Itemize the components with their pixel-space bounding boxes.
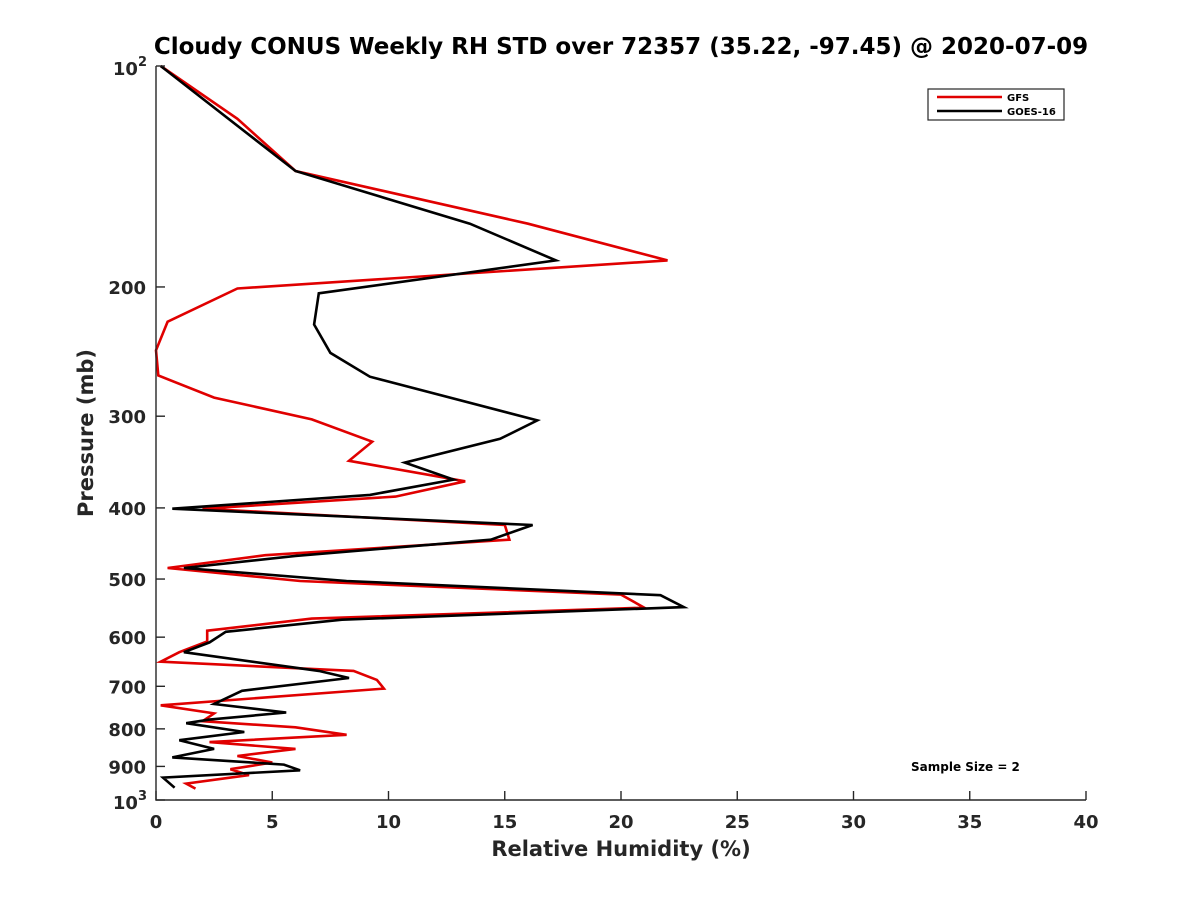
- y-tick-label: 400: [108, 499, 146, 520]
- x-tick-label: 30: [841, 812, 866, 833]
- y-tick-label: 500: [108, 570, 146, 591]
- y-tick-label: 102: [113, 55, 147, 80]
- y-tick-label: 700: [108, 677, 146, 698]
- x-axis: 0 5 10 15 20 25 30 35 40: [150, 791, 1099, 833]
- x-tick-label: 10: [376, 812, 401, 833]
- series-layer: [154, 64, 689, 790]
- x-tick-label: 40: [1073, 812, 1098, 833]
- y-axis-label: Pressure (mb): [74, 349, 98, 517]
- chart-title: Cloudy CONUS Weekly RH STD over 72357 (3…: [154, 34, 1088, 60]
- x-tick-label: 20: [608, 812, 633, 833]
- series-line-goes16: [159, 64, 689, 789]
- legend-label-gfs: GFS: [1007, 93, 1029, 104]
- legend-box: [927, 88, 1065, 121]
- y-tick-label: 800: [108, 720, 146, 741]
- legend: GFS GOES-16: [927, 88, 1065, 121]
- y-tick-base: 10: [113, 793, 138, 814]
- plot-axes: [155, 66, 1086, 801]
- x-tick-label: 25: [725, 812, 750, 833]
- y-tick-label: 900: [108, 757, 146, 778]
- legend-label-goes16: GOES-16: [1007, 107, 1056, 118]
- x-tick-label: 15: [492, 812, 517, 833]
- y-tick-label: 200: [108, 278, 146, 299]
- sample-size-annotation: Sample Size = 2: [911, 760, 1020, 774]
- x-axis-label: Relative Humidity (%): [491, 837, 750, 861]
- series-line-gfs: [154, 64, 668, 790]
- y-tick-exponent: 3: [138, 789, 147, 804]
- y-tick-base: 10: [113, 59, 138, 80]
- y-tick-label: 600: [108, 628, 146, 649]
- x-tick-label: 35: [957, 812, 982, 833]
- y-tick-label: 300: [108, 407, 146, 428]
- x-tick-label: 5: [266, 812, 279, 833]
- x-tick-label: 0: [150, 812, 163, 833]
- y-tick-exponent: 2: [138, 55, 147, 70]
- y-tick-label: 103: [113, 789, 147, 814]
